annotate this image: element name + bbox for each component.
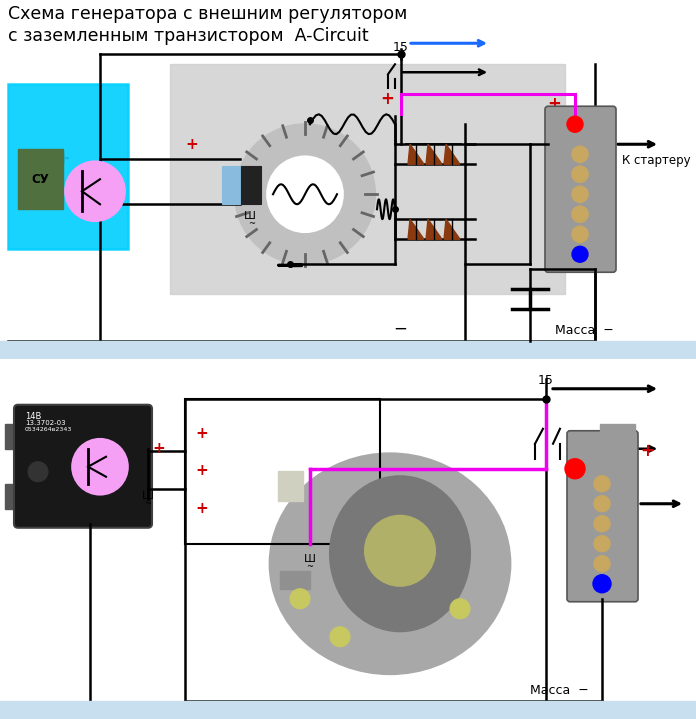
Bar [170,64,565,294]
Text: 0534264в2343: 0534264в2343 [25,427,72,431]
Text: Масса  −: Масса − [530,684,589,697]
Polygon shape [408,145,424,164]
Text: Ш: Ш [142,491,154,500]
Ellipse shape [270,454,510,674]
Text: ~: ~ [306,562,313,571]
FancyBboxPatch shape [567,431,638,602]
Text: +: + [547,95,561,114]
Bar [280,571,310,589]
Text: ~: ~ [145,499,152,508]
Text: Ш: Ш [304,554,316,564]
Text: СУ: СУ [31,173,49,186]
Circle shape [267,156,343,232]
Circle shape [450,599,470,619]
Text: +: + [380,91,394,109]
Polygon shape [426,145,442,164]
FancyBboxPatch shape [14,405,152,528]
Text: К стартеру: К стартеру [622,155,690,168]
Circle shape [65,161,125,221]
Text: +: + [195,463,207,478]
Bar [0,342,696,360]
Polygon shape [408,219,424,239]
Circle shape [290,589,310,609]
Bar [0,701,696,719]
Text: 14В: 14В [25,412,41,421]
Polygon shape [570,423,635,434]
Polygon shape [426,219,442,239]
Text: +: + [55,150,70,168]
FancyBboxPatch shape [545,106,616,273]
Text: +: + [195,501,207,516]
Text: −: − [393,319,407,337]
Circle shape [235,124,375,265]
Circle shape [594,536,610,551]
Circle shape [28,462,48,482]
Text: Схема генератора с внешним регулятором: Схема генератора с внешним регулятором [8,5,407,23]
Circle shape [594,476,610,492]
Text: 13.3702-03: 13.3702-03 [25,420,65,426]
Text: 15: 15 [538,374,554,387]
Circle shape [365,516,435,586]
Circle shape [594,556,610,572]
Text: Масса  −: Масса − [555,324,614,337]
Text: +: + [195,426,207,441]
Circle shape [572,246,588,262]
Circle shape [572,166,588,182]
Text: ~: ~ [248,219,255,228]
Polygon shape [444,145,460,164]
Circle shape [572,246,588,262]
Bar [241,166,261,204]
Circle shape [594,576,610,592]
Circle shape [565,459,585,479]
Text: +: + [640,441,654,459]
Bar [185,399,380,544]
Circle shape [572,146,588,162]
Bar [222,166,240,204]
Bar [5,423,20,449]
Bar [5,484,20,509]
Circle shape [330,627,350,647]
Text: +: + [152,441,165,457]
Bar [18,150,63,209]
Text: 15: 15 [393,41,409,54]
Circle shape [572,226,588,242]
Text: +: + [185,137,198,152]
Circle shape [593,574,611,592]
Circle shape [72,439,128,495]
Polygon shape [444,219,460,239]
Circle shape [572,186,588,202]
Circle shape [572,206,588,222]
Circle shape [594,516,610,532]
Text: Ш: Ш [244,211,256,221]
Bar [278,471,303,500]
Circle shape [594,495,610,512]
Circle shape [567,116,583,132]
Ellipse shape [330,476,470,631]
Bar [8,84,128,249]
Text: с заземленным транзистором  A-Circuit: с заземленным транзистором A-Circuit [8,27,369,45]
